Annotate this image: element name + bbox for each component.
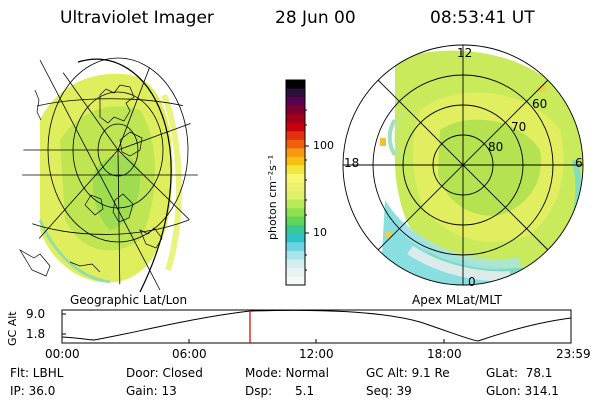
colorbar-segment <box>286 173 305 183</box>
colorbar-unit-label: photon cm⁻²s⁻¹ <box>266 154 279 240</box>
altitude-plot-frame <box>61 309 572 344</box>
colorbar-segment <box>286 97 305 107</box>
colorbar-segment <box>286 199 305 209</box>
app-title: Ultraviolet Imager <box>60 8 214 28</box>
info-filter: Flt: LBHL <box>10 366 64 380</box>
mlt-label-6: 6 <box>575 156 583 170</box>
info-glat: GLat: 78.1 <box>486 366 553 380</box>
info-gc-alt: GC Alt: 9.1 Re <box>366 366 450 380</box>
polar-map <box>342 44 584 286</box>
mlt-label-12: 12 <box>457 46 473 60</box>
colorbar-segment <box>286 259 305 269</box>
colorbar-frame <box>285 79 306 286</box>
mlat-label-70: 70 <box>511 120 527 134</box>
altitude-xtick: 12:00 <box>299 347 334 361</box>
colorbar-tick-100: 100 <box>313 139 334 152</box>
info-dsp: Dsp: 5.1 <box>245 384 315 398</box>
time-label: 08:53:41 UT <box>430 8 535 28</box>
mlat-label-80: 80 <box>488 140 504 154</box>
colorbar-segment <box>286 276 305 286</box>
colorbar-segment <box>286 242 305 252</box>
colorbar-segment <box>286 122 305 132</box>
colorbar-segment <box>286 148 305 158</box>
altitude-ytick-high: 9.0 <box>26 307 46 321</box>
info-gain: Gain: 13 <box>126 384 177 398</box>
colorbar-segment <box>286 165 305 175</box>
info-ip: IP: 36.0 <box>10 384 56 398</box>
colorbar-segment <box>286 156 305 166</box>
colorbar-segment <box>286 208 305 218</box>
colorbar-segment <box>286 80 305 90</box>
colorbar-tick-10: 10 <box>313 226 327 239</box>
colorbar-segment <box>286 114 305 124</box>
colorbar-segment <box>286 191 305 201</box>
colorbar-segment <box>286 216 305 226</box>
colorbar-segment <box>286 182 305 192</box>
altitude-xtick: 18:00 <box>427 347 462 361</box>
colorbar-segment <box>286 88 305 98</box>
info-glon: GLon: 314.1 <box>486 384 559 398</box>
altitude-xtick: 06:00 <box>172 347 207 361</box>
colorbar-segment <box>286 250 305 260</box>
colorbar-segment <box>286 105 305 115</box>
mlat-label-60: 60 <box>532 97 548 111</box>
colorbar-segment <box>286 131 305 141</box>
colorbar-segment <box>286 267 305 277</box>
mlt-label-0: 0 <box>468 275 476 289</box>
geographic-caption: Geographic Lat/Lon <box>70 293 188 307</box>
colorbar-segment <box>286 233 305 243</box>
altitude-ylabel: GC Alt <box>6 311 19 346</box>
info-mode: Mode: Normal <box>245 366 329 380</box>
mlt-label-18: 18 <box>344 156 360 170</box>
altitude-plot <box>61 309 572 344</box>
altitude-ytick-low: 1.8 <box>26 327 46 341</box>
geographic-map <box>19 55 198 293</box>
info-seq: Seq: 39 <box>366 384 412 398</box>
colorbar-segment <box>286 225 305 235</box>
info-door: Door: Closed <box>126 366 203 380</box>
altitude-xtick: 00:00 <box>45 347 80 361</box>
colorbar <box>286 80 305 286</box>
altitude-xtick: 23:59 <box>556 347 591 361</box>
apex-caption: Apex MLat/MLT <box>412 293 502 307</box>
colorbar-segment <box>286 139 305 149</box>
date-label: 28 Jun 00 <box>275 8 356 28</box>
altitude-curve <box>61 309 572 342</box>
